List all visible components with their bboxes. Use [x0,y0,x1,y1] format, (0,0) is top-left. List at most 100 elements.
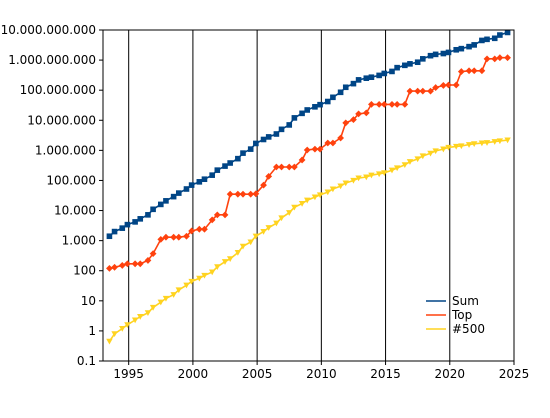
data-point [285,163,293,171]
data-point [163,198,169,204]
data-point [253,140,259,147]
data-point [432,51,439,58]
data-point [355,110,362,118]
data-point [208,216,216,224]
data-point [183,186,190,192]
data-point [440,146,447,153]
series-line [108,139,508,342]
data-point [170,233,178,241]
data-point [427,52,434,59]
data-point [291,115,298,121]
data-point [175,233,183,241]
data-point [432,148,439,155]
data-point [291,204,298,211]
data-point [201,225,208,233]
series-sum [106,29,511,240]
data-point [273,220,280,227]
data-point [247,146,254,152]
data-point [504,54,511,62]
data-point [479,37,485,44]
data-point [471,42,477,48]
data-point [286,122,293,128]
data-point [111,263,118,271]
data-point [183,282,190,289]
data-point [350,177,357,184]
y-tick-label: 100 [73,264,96,278]
data-point [420,56,426,62]
data-point [221,259,229,265]
data-point [252,233,260,240]
y-tick-label: 1 [88,324,96,338]
data-point [137,216,144,222]
data-point [393,165,401,172]
data-point [381,70,388,77]
data-point [452,81,460,89]
data-point [496,138,504,145]
data-point [406,159,414,165]
y-tick-label: 1.000.000 [35,143,96,157]
data-point [453,46,460,53]
data-point [273,131,280,137]
series-line [109,56,508,270]
data-point [214,264,221,271]
y-tick-label: 100.000.000 [20,83,96,97]
data-point [106,338,113,345]
data-point [419,153,427,160]
data-point [504,137,511,144]
data-point [188,278,195,285]
x-tick-label: 2020 [435,367,466,381]
data-point [491,139,498,145]
data-point [132,219,138,225]
data-point [111,331,118,338]
data-point [119,325,126,332]
data-point [316,145,324,153]
data-point [329,186,337,193]
data-point [427,150,434,157]
data-point [406,87,414,95]
data-point [362,109,370,117]
data-point [144,257,152,264]
data-point [445,49,452,56]
data-point [106,264,113,272]
data-point [124,260,131,268]
data-point [149,304,157,311]
data-point [278,126,285,133]
data-point [350,80,357,87]
data-point [414,59,421,66]
data-point [453,143,460,150]
data-point [407,61,413,67]
data-point [175,287,182,294]
data-point [145,212,151,218]
data-point [324,189,331,196]
legend-label: #500 [452,322,485,336]
data-point [298,156,306,164]
x-tick-label: 1995 [113,367,144,381]
data-point [381,170,388,176]
data-point [162,295,170,302]
data-point [483,55,491,63]
data-point [150,206,156,213]
data-point [162,233,170,241]
data-point [414,87,422,95]
data-point [342,84,349,91]
data-point [175,190,182,196]
x-tick-label: 2015 [370,367,401,381]
data-point [376,72,382,79]
y-tick-label: 10 [81,294,96,308]
data-point [278,215,285,222]
data-point [324,139,332,147]
data-point [337,89,344,96]
data-point [196,179,203,185]
data-point [157,235,165,243]
data-point [227,160,233,166]
y-tick-label: 100.000 [46,173,96,187]
data-point [457,68,465,75]
data-point [414,156,421,163]
y-tick-label: 10.000.000 [27,113,96,127]
data-point [239,190,247,198]
series-rank-500 [106,137,511,345]
data-point [272,163,280,171]
